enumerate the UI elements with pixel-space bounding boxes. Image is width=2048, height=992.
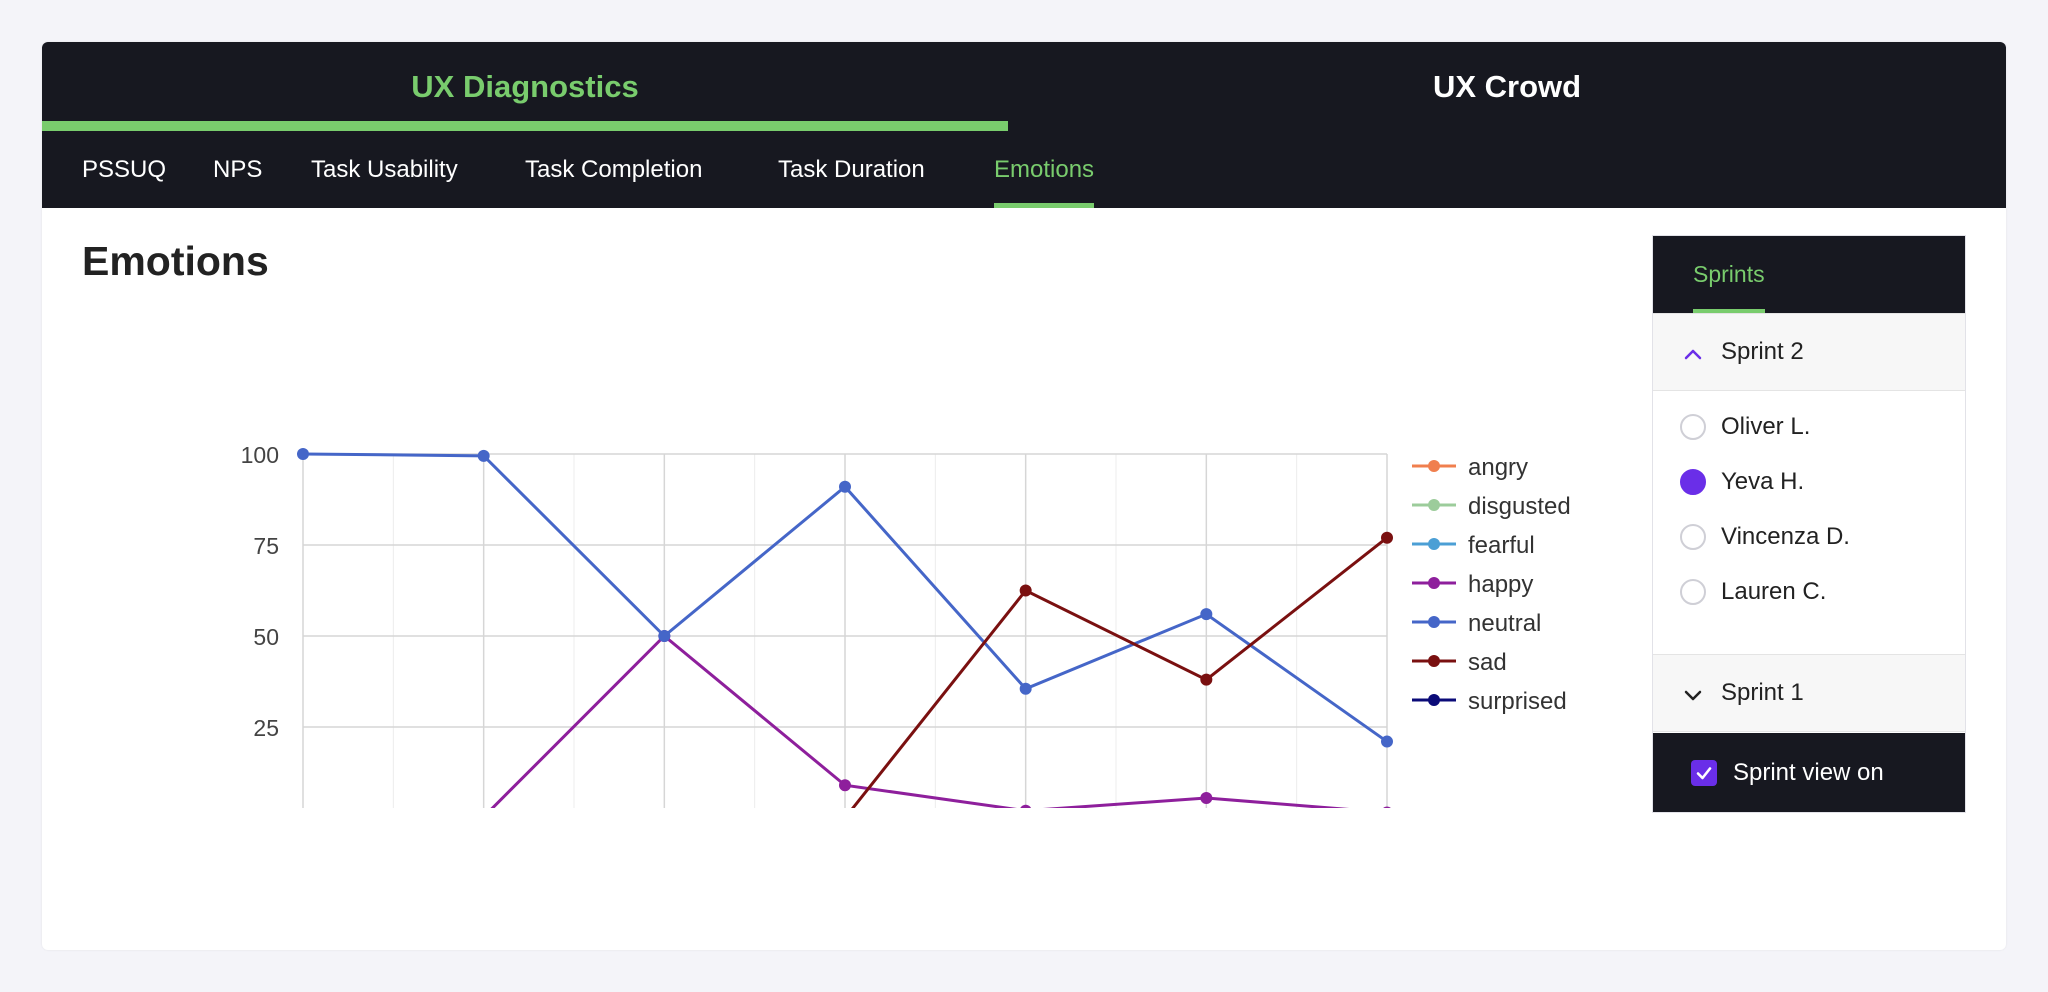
data-point-neutral [477,449,490,462]
participant-yeva[interactable]: Yeva H. [1653,455,1965,509]
participant-name: Lauren C. [1721,578,1827,605]
legend-label-angry: angry [1468,454,1528,481]
radio-lauren[interactable] [1680,579,1706,605]
sprint-view-label: Sprint view on [1733,758,1884,786]
data-point-sad [1019,584,1032,597]
legend-label-disgusted: disgusted [1468,493,1571,520]
radio-vincenza[interactable] [1680,524,1706,550]
participant-name: Yeva H. [1721,468,1805,495]
y-tick-label: 75 [253,533,279,559]
subtab-task-completion[interactable]: Task Completion [525,156,703,183]
page-title: Emotions [82,238,269,284]
app-container: UX Diagnostics UX Crowd PSSUQ NPS Task U… [42,42,2006,950]
sprint-1-accordion[interactable]: Sprint 1 [1653,654,1965,732]
checkmark-icon [1696,767,1712,780]
legend-label-fearful: fearful [1468,532,1535,559]
legend-marker-fearful [1428,538,1440,550]
data-point-neutral [839,480,851,493]
legend-marker-sad [1428,655,1440,667]
sprints-panel-header: Sprints [1653,236,1965,313]
radio-yeva[interactable] [1680,469,1706,495]
participant-name: Vincenza D. [1721,523,1850,550]
participant-vincenza[interactable]: Vincenza D. [1653,510,1965,564]
legend-marker-angry [1428,460,1440,472]
legend-marker-happy [1428,577,1440,589]
data-point-neutral [1200,608,1213,621]
tab-sprints[interactable]: Sprints [1693,236,1765,313]
y-tick-label: 0 [266,806,279,808]
legend-marker-disgusted [1428,499,1440,511]
legend-marker-surprised [1428,694,1440,706]
subtab-emotions[interactable]: Emotions [994,132,1095,208]
sprint-2-label: Sprint 2 [1721,338,1804,365]
y-tick-label: 50 [253,624,279,650]
data-point-happy [1383,806,1391,808]
tab-ux-crowd[interactable]: UX Crowd [1432,69,1582,104]
tab-ux-diagnostics[interactable]: UX Diagnostics [411,69,639,104]
radio-oliver[interactable] [1680,414,1706,440]
y-tick-label: 25 [253,715,279,741]
data-point-neutral [1019,682,1032,695]
active-tab-indicator [42,121,1008,131]
subtab-nps[interactable]: NPS [213,156,263,183]
legend-marker-neutral [1428,616,1440,628]
data-point-neutral [658,630,671,642]
sprints-panel: Sprints Sprint 2 Oliver L. Yeva H. Vince… [1652,235,1966,813]
data-point-happy [1020,804,1032,808]
emotions-line-chart: 02550751001234567Minutesangrydisgustedfe… [241,442,1571,808]
data-point-happy [1200,791,1213,804]
sub-navigation: PSSUQ NPS Task Usability Task Completion… [42,132,2006,208]
sprint-2-accordion[interactable]: Sprint 2 [1653,313,1965,391]
subtab-pssuq[interactable]: PSSUQ [82,156,167,183]
legend-label-surprised: surprised [1468,688,1567,715]
chevron-up-icon [1684,349,1702,360]
data-point-sad [1200,673,1213,686]
sprint-view-toggle-bar: Sprint view on [1653,733,1965,812]
legend-label-neutral: neutral [1468,610,1541,637]
participant-oliver[interactable]: Oliver L. [1653,400,1965,454]
subtab-task-duration[interactable]: Task Duration [778,156,925,183]
data-point-neutral [297,448,309,460]
sprint-1-label: Sprint 1 [1721,679,1804,706]
data-point-sad [1381,531,1393,544]
participant-name: Oliver L. [1721,413,1811,440]
data-point-neutral [1381,735,1393,748]
subtab-task-usability[interactable]: Task Usability [311,156,458,183]
legend-label-sad: sad [1468,649,1507,676]
legend-label-happy: happy [1468,571,1533,598]
top-navigation: UX Diagnostics UX Crowd PSSUQ NPS Task U… [42,42,2006,208]
data-point-happy [839,779,851,792]
chevron-down-icon [1684,690,1702,701]
y-tick-label: 100 [241,442,279,468]
participant-lauren[interactable]: Lauren C. [1653,565,1965,619]
sprint-view-checkbox[interactable] [1691,760,1717,786]
